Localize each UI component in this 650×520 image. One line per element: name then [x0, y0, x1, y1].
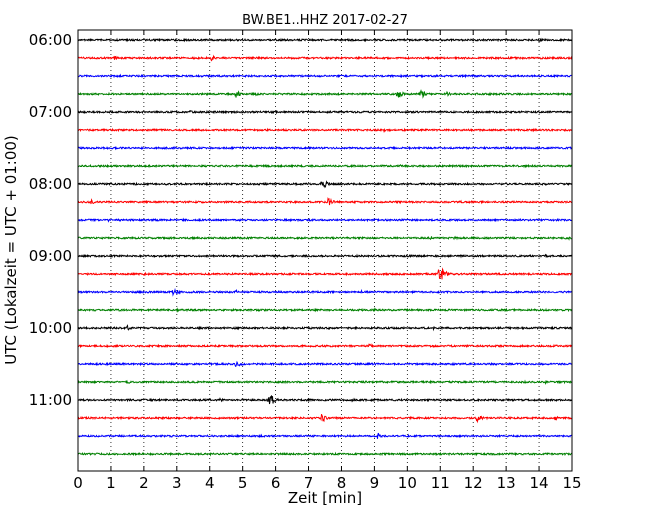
x-tick-label: 13 — [497, 474, 516, 492]
trace-0815 — [77, 197, 573, 206]
x-tick-label: 15 — [562, 474, 581, 492]
trace-1015 — [77, 343, 573, 349]
x-tick-label: 5 — [238, 474, 248, 492]
y-tick-label: 10:00 — [29, 319, 72, 337]
trace-1115 — [77, 414, 573, 424]
y-tick-label: 11:00 — [29, 391, 72, 409]
y-tick-label: 09:00 — [29, 247, 72, 265]
trace-0745 — [77, 163, 573, 169]
x-tick-label: 10 — [398, 474, 417, 492]
trace-1145 — [77, 451, 573, 457]
trace-1045 — [77, 379, 573, 386]
trace-0715 — [77, 127, 573, 134]
trace-0945 — [77, 307, 573, 313]
trace-1100 — [77, 395, 573, 405]
x-tick-label: 11 — [431, 474, 450, 492]
trace-0800 — [77, 180, 573, 189]
x-tick-label: 3 — [172, 474, 182, 492]
y-tick-label: 06:00 — [29, 31, 72, 49]
trace-0915 — [78, 267, 573, 280]
x-tick-label: 12 — [464, 474, 483, 492]
trace-1030 — [77, 360, 572, 367]
trace-0900 — [77, 253, 573, 259]
trace-0700 — [77, 109, 573, 115]
x-tick-label: 7 — [304, 474, 314, 492]
trace-0630 — [78, 73, 573, 79]
y-axis-label: UTC (Lokalzeit = UTC + 01:00) — [2, 135, 20, 365]
plot-frame — [77, 29, 573, 472]
trace-0845 — [77, 235, 573, 241]
trace-0930 — [77, 287, 573, 297]
x-tick-label: 0 — [73, 474, 83, 492]
y-axis: 06:00 07:00 08:00 09:00 10:00 11:00 — [29, 31, 572, 409]
x-tick-label: 4 — [205, 474, 215, 492]
x-axis-label: Zeit [min] — [288, 489, 362, 507]
y-tick-label: 08:00 — [29, 175, 72, 193]
x-tick-label: 8 — [337, 474, 347, 492]
chart-title: BW.BE1..HHZ 2017-02-27 — [242, 13, 408, 28]
trace-1000 — [77, 324, 573, 332]
x-tick-label: 6 — [271, 474, 281, 492]
x-tick-label: 1 — [106, 474, 116, 492]
x-axis: 0 1 2 3 4 5 6 7 8 9 10 11 12 13 14 15 — [73, 30, 582, 492]
traces-layer — [77, 37, 573, 457]
x-tick-label: 9 — [370, 474, 380, 492]
trace-1130 — [77, 432, 573, 439]
y-tick-label: 07:00 — [29, 103, 72, 121]
trace-0830 — [77, 217, 573, 223]
trace-0645 — [77, 89, 573, 99]
x-tick-label: 14 — [530, 474, 549, 492]
grid-layer — [110, 30, 540, 471]
x-tick-label: 2 — [139, 474, 149, 492]
trace-0730 — [77, 145, 573, 151]
trace-0615 — [77, 54, 573, 62]
trace-0600 — [77, 37, 573, 43]
